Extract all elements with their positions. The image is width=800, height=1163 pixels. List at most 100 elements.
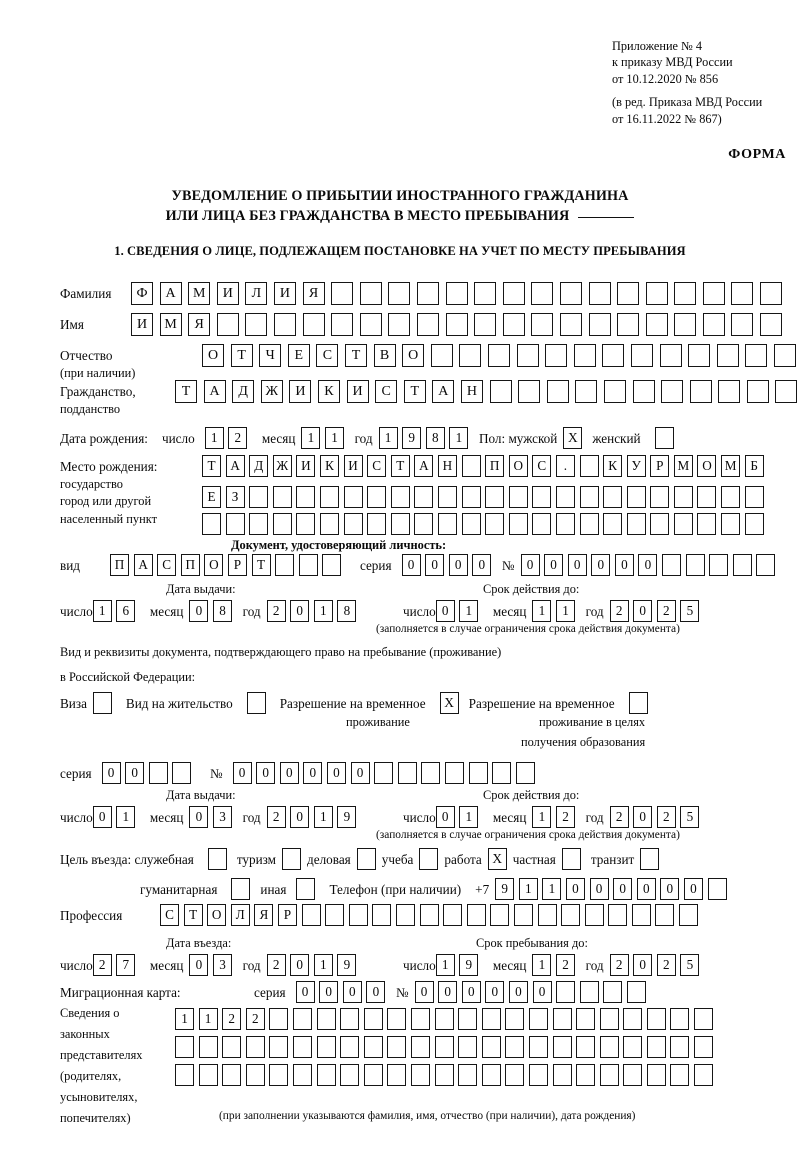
char-cell[interactable]: О — [202, 344, 224, 367]
char-cell[interactable]: Ф — [131, 282, 153, 305]
char-cell[interactable]: 1 — [313, 806, 333, 828]
visa-checkbox[interactable] — [92, 692, 112, 714]
char-cell[interactable] — [331, 313, 354, 336]
char-cell[interactable]: С — [160, 904, 179, 926]
char-cell[interactable]: 0 — [425, 554, 445, 576]
char-cell[interactable]: 0 — [435, 600, 455, 622]
char-cell[interactable]: 0 — [614, 554, 634, 576]
char-cell[interactable] — [505, 1008, 525, 1030]
char-cell[interactable] — [222, 1064, 242, 1086]
char-cell[interactable] — [474, 282, 497, 305]
char-cell[interactable]: Ч — [259, 344, 282, 367]
char-cell[interactable] — [434, 1036, 454, 1058]
char-cell[interactable]: 0 — [101, 762, 121, 784]
char-cell[interactable] — [319, 513, 339, 535]
char-cell[interactable]: 1 — [175, 1008, 194, 1030]
residence-permit-checkbox[interactable] — [246, 692, 266, 714]
char-cell[interactable] — [466, 904, 486, 926]
char-cell[interactable]: Д — [249, 455, 269, 477]
char-cell[interactable]: 2 — [609, 806, 629, 828]
char-cell[interactable] — [588, 313, 611, 336]
char-cell[interactable]: 0 — [319, 981, 339, 1003]
char-cell[interactable]: А — [203, 380, 226, 403]
char-cell[interactable] — [316, 1036, 336, 1058]
char-cell[interactable]: 0 — [683, 878, 703, 900]
char-cell[interactable] — [579, 981, 599, 1003]
char-cell[interactable]: 0 — [633, 954, 653, 976]
char-cell[interactable] — [599, 1008, 619, 1030]
char-cell[interactable] — [552, 1064, 572, 1086]
char-cell[interactable] — [416, 313, 439, 336]
char-cell[interactable] — [688, 344, 711, 367]
char-cell[interactable]: 0 — [326, 762, 346, 784]
char-cell[interactable] — [617, 313, 640, 336]
char-cell[interactable] — [485, 486, 505, 508]
sex-female-checkbox[interactable] — [654, 427, 674, 449]
char-cell[interactable]: 2 — [609, 600, 629, 622]
char-cell[interactable]: 0 — [544, 554, 564, 576]
char-cell[interactable] — [474, 313, 497, 336]
char-cell[interactable]: 0 — [633, 600, 653, 622]
char-cell[interactable] — [552, 1008, 572, 1030]
char-cell[interactable] — [608, 904, 628, 926]
char-cell[interactable] — [773, 344, 796, 367]
char-cell[interactable]: 0 — [189, 600, 209, 622]
char-cell[interactable] — [659, 344, 682, 367]
char-cell[interactable] — [390, 513, 410, 535]
char-cell[interactable] — [363, 1064, 383, 1086]
char-cell[interactable] — [707, 878, 727, 900]
char-cell[interactable]: М — [673, 455, 693, 477]
char-cell[interactable] — [599, 1064, 619, 1086]
char-cell[interactable] — [528, 1036, 548, 1058]
char-cell[interactable]: 1 — [542, 878, 562, 900]
char-cell[interactable] — [623, 1008, 643, 1030]
char-cell[interactable]: 2 — [556, 954, 576, 976]
purpose-other-checkbox[interactable] — [296, 878, 316, 900]
char-cell[interactable]: И — [296, 455, 316, 477]
char-cell[interactable] — [623, 1036, 643, 1058]
char-cell[interactable] — [461, 455, 481, 477]
char-cell[interactable]: . — [555, 455, 575, 477]
char-cell[interactable] — [674, 282, 697, 305]
char-cell[interactable] — [397, 762, 417, 784]
char-cell[interactable] — [461, 486, 481, 508]
char-cell[interactable] — [537, 904, 557, 926]
char-cell[interactable] — [444, 762, 464, 784]
char-cell[interactable] — [387, 1036, 407, 1058]
char-cell[interactable]: 9 — [337, 954, 357, 976]
purpose-official-checkbox[interactable] — [207, 848, 227, 870]
char-cell[interactable]: О — [402, 344, 425, 367]
char-cell[interactable]: А — [133, 554, 153, 576]
char-cell[interactable]: 0 — [350, 762, 370, 784]
char-cell[interactable] — [302, 313, 325, 336]
char-cell[interactable] — [363, 1036, 383, 1058]
char-cell[interactable]: Е — [202, 486, 221, 508]
char-cell[interactable]: Н — [437, 455, 457, 477]
birthplace-row3-cells[interactable] — [202, 513, 768, 535]
char-cell[interactable] — [579, 486, 599, 508]
char-cell[interactable] — [363, 1008, 383, 1030]
char-cell[interactable] — [508, 513, 528, 535]
char-cell[interactable] — [674, 313, 697, 336]
char-cell[interactable] — [325, 904, 345, 926]
char-cell[interactable] — [645, 282, 668, 305]
char-cell[interactable] — [555, 513, 575, 535]
char-cell[interactable]: И — [289, 380, 312, 403]
char-cell[interactable] — [340, 1008, 360, 1030]
char-cell[interactable] — [348, 904, 368, 926]
char-cell[interactable]: М — [159, 313, 182, 336]
char-cell[interactable] — [546, 380, 569, 403]
char-cell[interactable] — [584, 904, 604, 926]
char-cell[interactable]: 1 — [378, 427, 398, 449]
char-cell[interactable] — [343, 513, 363, 535]
char-cell[interactable] — [697, 486, 717, 508]
char-cell[interactable]: Р — [227, 554, 247, 576]
char-cell[interactable]: 0 — [591, 554, 611, 576]
char-cell[interactable] — [694, 1036, 714, 1058]
